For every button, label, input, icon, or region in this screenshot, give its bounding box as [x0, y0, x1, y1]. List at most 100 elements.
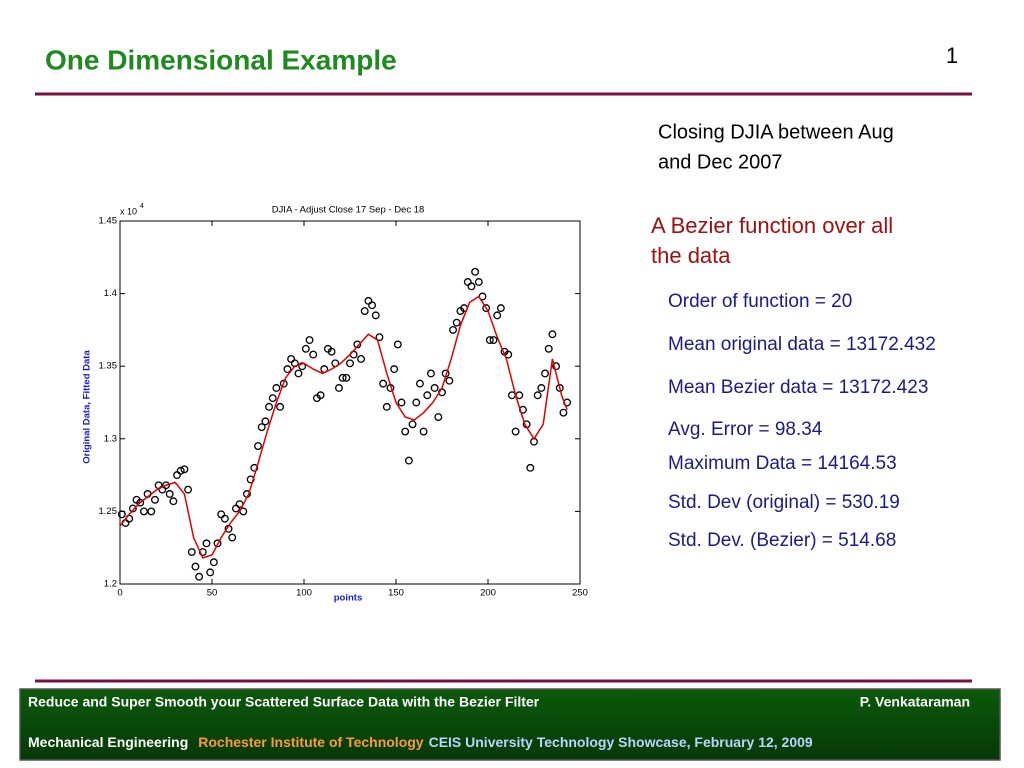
y-multiplier: x 10	[120, 206, 137, 216]
data-point	[552, 362, 561, 371]
footer-author: P. Venkataraman	[860, 694, 970, 710]
data-point	[338, 373, 347, 382]
data-point	[371, 311, 380, 320]
y-tick-label: 1.2	[104, 579, 117, 590]
data-point	[467, 282, 476, 291]
data-point	[404, 456, 413, 465]
x-tick-label: 250	[572, 588, 588, 599]
data-point	[489, 336, 498, 345]
data-point	[305, 336, 314, 345]
data-point	[209, 558, 218, 567]
data-point	[463, 278, 472, 286]
data-point	[294, 369, 303, 378]
data-point	[375, 333, 384, 342]
heading: the data	[651, 243, 731, 268]
data-point	[507, 391, 516, 400]
data-point	[139, 507, 148, 516]
stat: Maximum Data = 14164.53	[668, 453, 897, 474]
x-tick-label: 100	[296, 588, 312, 599]
data-point	[537, 384, 546, 392]
data-point	[360, 307, 369, 315]
data-point	[430, 384, 439, 392]
data-point	[415, 379, 424, 388]
x-axis-label: points	[334, 593, 363, 604]
footer-box	[19, 688, 1001, 761]
data-point	[213, 539, 222, 548]
data-point	[276, 402, 285, 411]
data-point	[250, 463, 259, 472]
description: and Dec 2007	[658, 151, 783, 173]
data-point	[301, 344, 310, 353]
y-axis-label: Original Data, Fitted Data	[82, 350, 93, 464]
stat: Avg. Error = 98.34	[668, 419, 823, 440]
x-tick-label: 200	[480, 588, 496, 599]
fitted-line	[119, 295, 568, 559]
data-point	[471, 267, 480, 276]
y-tick-label: 1.25	[99, 506, 118, 517]
data-point	[187, 548, 196, 557]
data-point	[165, 490, 174, 498]
data-point	[511, 427, 520, 436]
data-point	[434, 413, 443, 421]
data-point	[423, 391, 432, 400]
data-point	[206, 568, 215, 577]
data-point	[136, 498, 145, 507]
data-point	[357, 354, 365, 363]
y-tick-label: 1.4	[104, 288, 117, 299]
data-point	[265, 402, 273, 411]
data-point	[427, 369, 435, 378]
data-point	[559, 408, 568, 417]
data-point	[298, 362, 307, 371]
chart-title: DJIA - Adjust Close 17 Sep - Dec 18	[272, 205, 425, 216]
footer-institute: Rochester Institute of Technology	[198, 734, 424, 750]
footer-line: Mechanical Engineering Rochester Institut…	[28, 734, 813, 750]
data-point	[401, 427, 410, 436]
data-point	[173, 471, 181, 480]
heading: A Bezier function over all	[651, 213, 893, 238]
data-point	[335, 384, 343, 392]
data-point	[176, 466, 185, 475]
data-point	[316, 391, 325, 400]
data-point	[147, 507, 156, 516]
data-point	[379, 379, 388, 388]
stat: Order of function = 20	[668, 291, 852, 312]
stat: Mean Bezier data = 13172.423	[668, 377, 928, 398]
page-number: 1	[946, 43, 958, 68]
data-point	[393, 340, 402, 349]
data-point	[191, 562, 200, 571]
description: Closing DJIA between Aug	[658, 121, 894, 143]
data-point	[382, 402, 391, 411]
x-tick-label: 50	[207, 588, 218, 599]
slide-title: One Dimensional Example	[45, 44, 397, 75]
data-point	[342, 373, 351, 382]
data-point	[202, 539, 211, 548]
stat: Mean original data = 13172.432	[668, 334, 936, 355]
data-point	[128, 504, 137, 513]
data-point	[257, 423, 266, 432]
data-point	[268, 394, 277, 403]
x-tick-label: 0	[117, 588, 122, 599]
data-point	[228, 533, 237, 542]
data-point	[309, 350, 318, 359]
data-point	[485, 336, 494, 345]
data-point	[496, 304, 505, 313]
plot-frame	[119, 220, 581, 585]
data-point	[555, 384, 564, 392]
data-point	[346, 359, 354, 368]
data-point	[449, 325, 457, 334]
y-tick-label: 1.3	[104, 433, 117, 444]
data-point	[231, 504, 240, 513]
data-point	[180, 465, 189, 474]
data-point	[327, 347, 336, 356]
footer-dept: Mechanical Engineering	[28, 734, 188, 750]
data-point	[287, 354, 296, 363]
data-point	[526, 463, 535, 472]
data-point	[217, 510, 226, 519]
x-tick-label: 150	[388, 588, 404, 599]
data-point	[544, 344, 553, 353]
data-point	[419, 427, 428, 436]
data-point	[533, 391, 542, 400]
data-point	[482, 304, 491, 313]
data-point	[261, 417, 270, 426]
